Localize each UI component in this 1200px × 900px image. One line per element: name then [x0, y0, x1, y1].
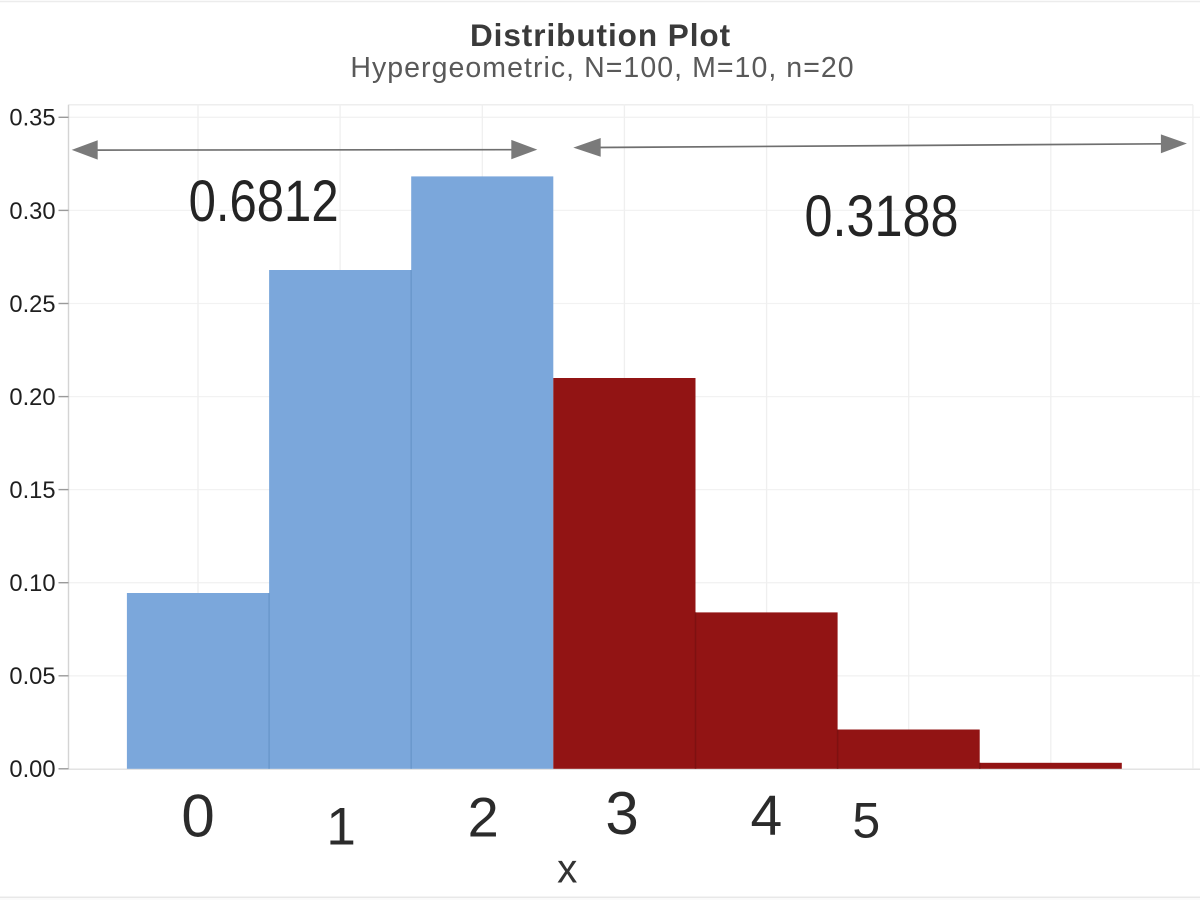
svg-text:5: 5 [852, 793, 880, 849]
svg-text:Hypergeometric, N=100, M=10, n: Hypergeometric, N=100, M=10, n=20 [350, 52, 854, 84]
svg-text:0.35: 0.35 [9, 106, 55, 132]
svg-text:0.00: 0.00 [9, 757, 55, 783]
svg-text:0.05: 0.05 [9, 664, 55, 690]
svg-text:0.6812: 0.6812 [189, 169, 339, 234]
svg-text:1: 1 [326, 798, 355, 857]
svg-text:0.20: 0.20 [9, 385, 55, 411]
svg-text:x: x [557, 846, 577, 892]
svg-text:2: 2 [468, 785, 499, 848]
svg-text:Distribution Plot: Distribution Plot [470, 17, 731, 53]
svg-text:3: 3 [605, 780, 638, 847]
svg-text:4: 4 [750, 784, 782, 848]
svg-text:0.15: 0.15 [9, 478, 55, 504]
svg-text:0.10: 0.10 [9, 571, 55, 597]
svg-text:0.3188: 0.3188 [805, 184, 959, 249]
svg-text:0.30: 0.30 [9, 199, 55, 225]
svg-text:0.25: 0.25 [9, 292, 55, 318]
svg-text:0: 0 [181, 782, 214, 849]
